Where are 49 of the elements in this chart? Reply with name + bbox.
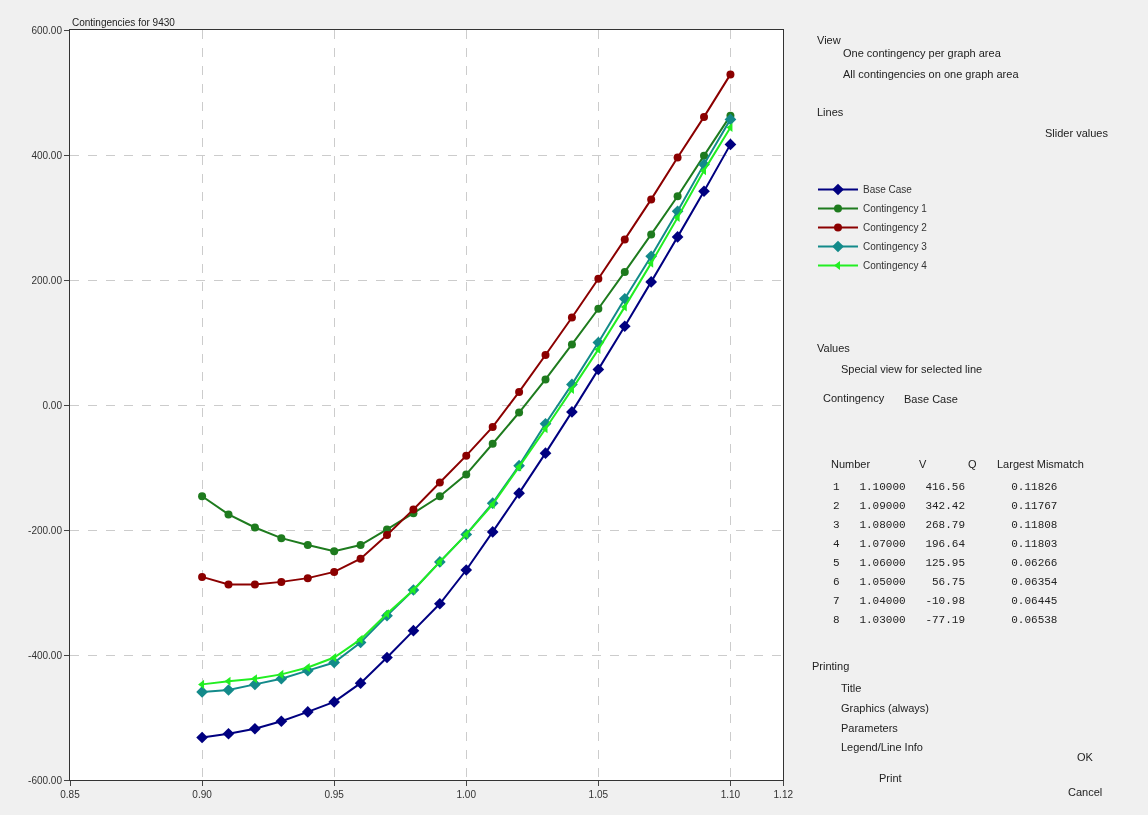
text: V bbox=[919, 458, 927, 470]
text: Printing bbox=[812, 660, 850, 672]
text: Slider values bbox=[1045, 127, 1109, 139]
text: Values bbox=[817, 342, 851, 354]
text: One contingency per graph area bbox=[843, 47, 1002, 59]
y-tick-label: 0.00 bbox=[42, 399, 63, 411]
x-tick-label: 1.12 bbox=[773, 789, 794, 800]
x-tick-label: 1.05 bbox=[588, 789, 609, 800]
y-tick-label: -600.00 bbox=[28, 774, 63, 786]
text: 4 1.07000 196.64 0.11803 bbox=[833, 538, 1058, 550]
text: 5 1.06000 125.95 0.06266 bbox=[833, 557, 1058, 569]
y-tick-label: 200.00 bbox=[31, 274, 63, 286]
text: Q bbox=[968, 458, 977, 470]
y-tick-label: -200.00 bbox=[28, 524, 63, 536]
text: 8 1.03000 -77.19 0.06538 bbox=[833, 614, 1058, 626]
chart-title: Contingencies for 9430 bbox=[72, 17, 176, 28]
text: Print bbox=[879, 772, 902, 784]
text: Graphics (always) bbox=[841, 702, 930, 714]
text: Parameters bbox=[841, 722, 899, 734]
text: 2 1.09000 342.42 0.11767 bbox=[833, 500, 1058, 512]
text: 3 1.08000 268.79 0.11808 bbox=[833, 519, 1058, 531]
text: All contingencies on one graph area bbox=[843, 68, 1020, 80]
legend-label: Contingency 2 bbox=[862, 222, 928, 234]
text: View bbox=[817, 34, 841, 46]
text: Cancel bbox=[1068, 786, 1103, 798]
legend-label: Contingency 3 bbox=[862, 241, 928, 253]
legend-label: Contingency 4 bbox=[862, 260, 928, 272]
text: Lines bbox=[817, 106, 844, 118]
legend-label: Contingency 1 bbox=[862, 203, 928, 215]
text: 6 1.05000 56.75 0.06354 bbox=[833, 576, 1058, 588]
text: 7 1.04000 -10.98 0.06445 bbox=[833, 595, 1058, 607]
legend-label: Base Case bbox=[862, 184, 913, 196]
y-tick-label: 600.00 bbox=[31, 24, 63, 36]
text: Largest Mismatch bbox=[997, 458, 1084, 470]
y-tick-label: -400.00 bbox=[28, 649, 63, 661]
text: OK bbox=[1077, 751, 1094, 763]
y-tick-label: 400.00 bbox=[31, 149, 63, 161]
text: Number bbox=[831, 458, 871, 470]
x-tick-label: 0.95 bbox=[324, 789, 345, 800]
text: Base Case bbox=[904, 393, 958, 405]
text: Contingency bbox=[823, 392, 885, 404]
x-tick-label: 0.85 bbox=[60, 789, 81, 800]
x-tick-label: 1.10 bbox=[720, 789, 741, 800]
x-tick-label: 1.00 bbox=[456, 789, 477, 800]
text: Special view for selected line bbox=[841, 363, 983, 375]
text: Legend/Line Info bbox=[841, 741, 923, 753]
text: 1 1.10000 416.56 0.11826 bbox=[833, 481, 1058, 493]
x-tick-label: 0.90 bbox=[192, 789, 213, 800]
text: Title bbox=[841, 682, 862, 694]
